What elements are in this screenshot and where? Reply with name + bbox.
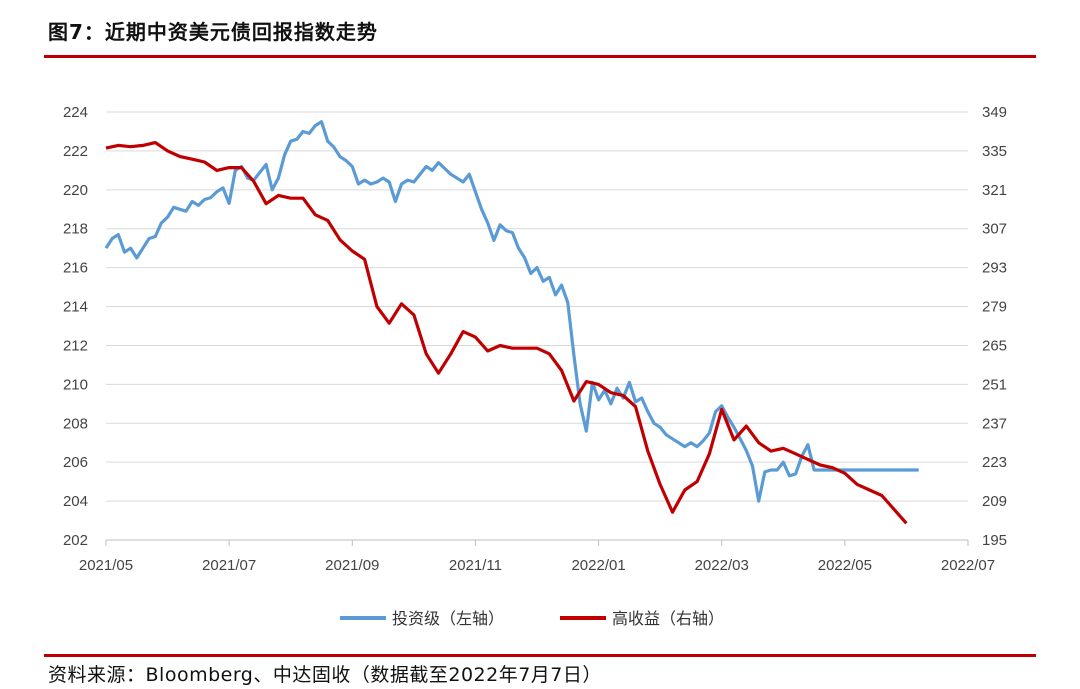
legend-label: 投资级（左轴） — [392, 609, 504, 628]
legend: 投资级（左轴） 高收益（右轴） — [340, 609, 724, 628]
y-tick-right: 321 — [982, 182, 1007, 199]
y-tick-right: 307 — [982, 221, 1007, 238]
x-tick-label: 2022/01 — [571, 557, 625, 574]
y-tick-right: 349 — [982, 104, 1007, 121]
y-tick-left: 210 — [63, 376, 88, 393]
y-tick-right: 209 — [982, 493, 1007, 510]
y-tick-right: 223 — [982, 454, 1007, 471]
x-tick-label: 2021/11 — [449, 557, 502, 574]
grid-lines — [106, 111, 968, 541]
y-tick-left: 222 — [63, 143, 88, 160]
y-tick-right: 293 — [982, 260, 1007, 277]
y-tick-left: 208 — [63, 415, 88, 432]
y-tick-left: 224 — [63, 104, 88, 121]
x-axis: 2021/05 2021/07 2021/09 2021/11 2022/01 2022/… — [79, 540, 995, 574]
series-line-right — [105, 141, 908, 525]
x-tick-label: 2022/03 — [695, 557, 749, 574]
y-tick-left: 216 — [63, 260, 88, 277]
y-axis-left: 202 204 206 208 210 212 214 216 218 220 222 224 — [63, 104, 88, 549]
series-lines — [104, 120, 919, 525]
x-tick-label: 2022/05 — [818, 557, 872, 574]
y-tick-left: 220 — [63, 182, 88, 199]
y-tick-left: 212 — [63, 337, 88, 354]
x-tick-label: 2021/09 — [325, 557, 379, 574]
series-line-left — [104, 120, 919, 503]
y-tick-left: 202 — [63, 532, 88, 549]
y-tick-right: 335 — [982, 143, 1007, 160]
x-tick-label: 2021/07 — [202, 557, 256, 574]
header-rule — [44, 55, 1036, 58]
y-tick-right: 265 — [982, 337, 1007, 354]
page-title: 图7：近期中资美元债回报指数走势 — [48, 20, 378, 44]
y-tick-right: 251 — [982, 376, 1007, 393]
y-tick-left: 214 — [63, 299, 88, 316]
y-tick-left: 218 — [63, 221, 88, 238]
x-tick-label: 2022/07 — [941, 557, 995, 574]
y-tick-left: 206 — [63, 454, 88, 471]
y-tick-right: 195 — [982, 532, 1007, 549]
x-tick-label: 2021/05 — [79, 557, 133, 574]
legend-label: 高收益（右轴） — [612, 609, 724, 628]
y-axis-right: 195 209 223 237 251 265 279 293 307 321 335 349 — [982, 104, 1007, 549]
y-tick-right: 237 — [982, 415, 1007, 432]
source-note: 资料来源：Bloomberg、中达固收（数据截至2022年7月7日） — [48, 664, 602, 686]
y-tick-left: 204 — [63, 493, 88, 510]
footer-rule — [44, 654, 1036, 657]
y-tick-right: 279 — [982, 299, 1007, 316]
